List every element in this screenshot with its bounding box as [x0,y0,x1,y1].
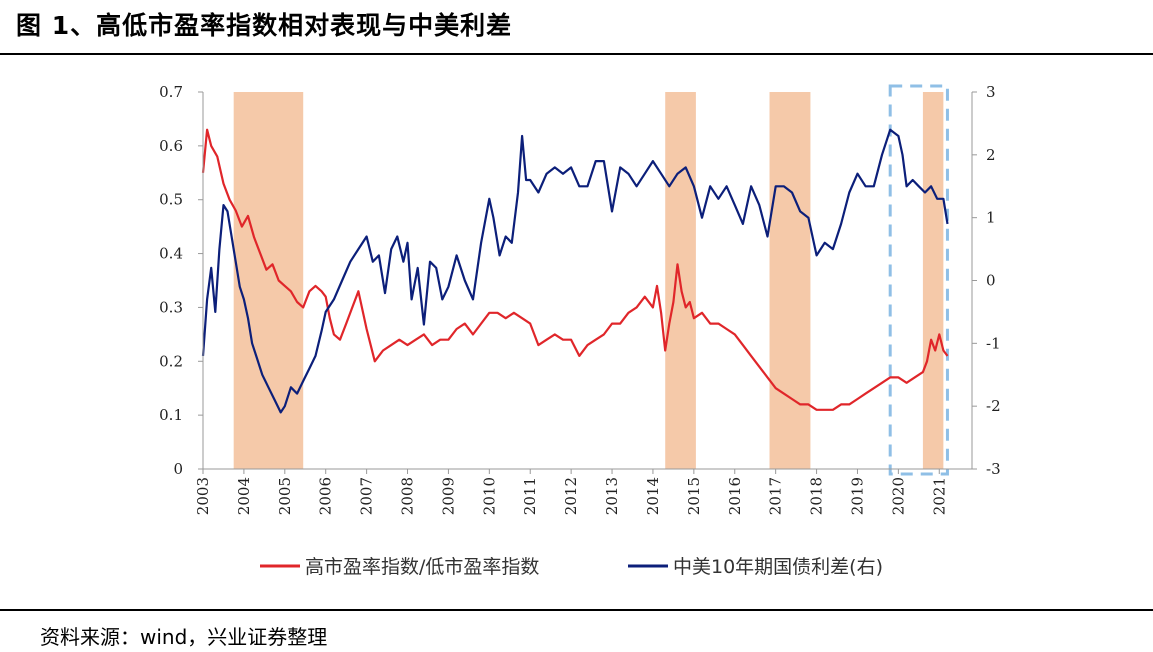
left-tick-label: 0.5 [159,191,183,209]
pe-ratio-line [201,128,949,411]
x-tick-label: 2007 [358,477,376,515]
x-tick-label: 2006 [317,477,335,515]
x-tick-label: 2011 [521,477,539,515]
right-tick-label: 3 [986,83,996,101]
left-tick-label: 0.2 [159,352,183,370]
right-tick-label: -1 [986,334,1001,352]
right-tick-label: -2 [986,397,1001,415]
x-tick-label: 2010 [480,477,498,515]
right-tick-label: -3 [986,460,1001,478]
x-tick-label: 2003 [194,477,212,515]
left-tick-label: 0.3 [159,298,183,316]
left-tick-label: 0 [173,460,183,478]
shaded-period-2 [769,92,811,469]
shaded-period-0 [233,92,304,469]
left-tick-label: 0.1 [159,406,183,424]
right-tick-label: 1 [986,209,996,227]
x-tick-label: 2013 [603,477,621,515]
right-tick-label: 2 [986,146,996,164]
left-tick-label: 0.7 [159,83,183,101]
right-tick-label: 0 [986,272,996,290]
x-tick-label: 2021 [930,477,948,515]
bottom-rule [0,609,1153,611]
legend-label-1: 中美10年期国债利差(右) [673,556,883,578]
x-tick-label: 2012 [562,477,580,515]
x-tick-label: 2014 [644,477,662,515]
x-tick-label: 2019 [848,477,866,515]
x-tick-label: 2016 [726,477,744,515]
yield-spread-line [201,128,949,414]
left-tick-label: 0.4 [159,245,183,263]
x-tick-label: 2005 [276,477,294,515]
x-tick-label: 2015 [685,477,703,515]
highlight-box [888,84,949,476]
top-rule [0,53,1153,55]
legend-label-0: 高市盈率指数/低市盈率指数 [305,556,539,578]
left-tick-label: 0.6 [159,137,183,155]
x-tick-label: 2018 [808,477,826,515]
x-tick-label: 2008 [399,477,417,515]
source-note: 资料来源：wind，兴业证券整理 [40,625,328,649]
chart-title: 图 1、高低市盈率指数相对表现与中美利差 [16,11,513,40]
x-tick-label: 2017 [767,477,785,515]
x-tick-label: 2009 [439,477,457,515]
x-tick-label: 2020 [889,477,907,515]
x-tick-label: 2004 [235,477,253,515]
shaded-period-3 [922,92,944,469]
